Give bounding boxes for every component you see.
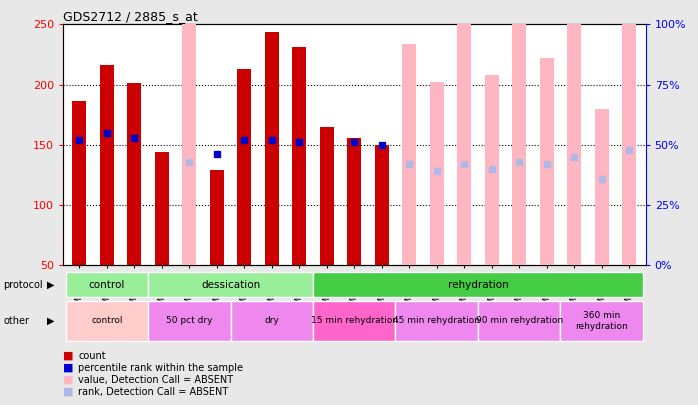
Bar	[375, 145, 389, 265]
Bar	[148, 301, 230, 341]
Bar	[348, 138, 361, 265]
Text: protocol: protocol	[3, 280, 43, 290]
Text: 360 min
rehydration: 360 min rehydration	[575, 311, 628, 330]
Text: value, Detection Call = ABSENT: value, Detection Call = ABSENT	[78, 375, 233, 385]
Bar	[595, 109, 609, 265]
Bar	[128, 83, 141, 265]
Text: dessication: dessication	[201, 279, 260, 290]
Bar	[402, 44, 416, 265]
Bar	[430, 82, 444, 265]
Bar	[210, 170, 223, 265]
Text: count: count	[78, 351, 106, 360]
Bar	[313, 272, 643, 297]
Bar	[265, 32, 279, 265]
Bar	[230, 301, 313, 341]
Bar	[512, 24, 526, 265]
Text: ■: ■	[63, 375, 73, 385]
Bar	[66, 272, 148, 297]
Text: rehydration: rehydration	[447, 279, 508, 290]
Bar	[623, 0, 636, 265]
Text: rank, Detection Call = ABSENT: rank, Detection Call = ABSENT	[78, 387, 228, 397]
Bar	[457, 0, 471, 265]
Text: ▶: ▶	[47, 280, 54, 290]
Bar	[313, 301, 396, 341]
Text: control: control	[89, 279, 125, 290]
Bar	[567, 12, 581, 265]
Bar	[73, 101, 86, 265]
Text: 15 min rehydration: 15 min rehydration	[311, 316, 398, 326]
Bar	[560, 301, 643, 341]
Bar	[540, 58, 554, 265]
Text: GDS2712 / 2885_s_at: GDS2712 / 2885_s_at	[63, 10, 198, 23]
Text: ■: ■	[63, 387, 73, 397]
Text: 90 min rehydration: 90 min rehydration	[475, 316, 563, 326]
Text: ■: ■	[63, 363, 73, 373]
Bar	[155, 152, 169, 265]
Text: control: control	[91, 316, 123, 326]
Bar	[396, 301, 478, 341]
Bar	[292, 47, 306, 265]
Bar	[237, 69, 251, 265]
Text: dry: dry	[265, 316, 279, 326]
Bar	[485, 75, 498, 265]
Bar	[320, 127, 334, 265]
Bar	[100, 65, 114, 265]
Text: other: other	[3, 316, 29, 326]
Text: ■: ■	[63, 351, 73, 360]
Text: 45 min rehydration: 45 min rehydration	[393, 316, 480, 326]
Text: ▶: ▶	[47, 316, 54, 326]
Bar	[478, 301, 560, 341]
Bar	[148, 272, 313, 297]
Bar	[66, 301, 148, 341]
Bar	[182, 0, 196, 265]
Text: 50 pct dry: 50 pct dry	[166, 316, 212, 326]
Text: percentile rank within the sample: percentile rank within the sample	[78, 363, 243, 373]
